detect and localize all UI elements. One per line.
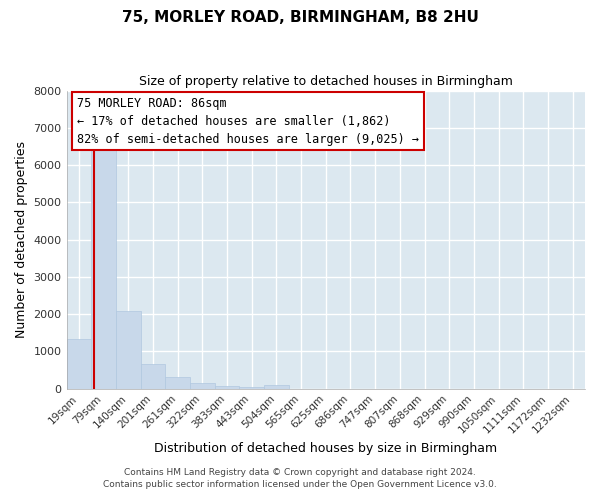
Bar xyxy=(239,386,264,388)
Bar xyxy=(67,340,91,388)
Bar xyxy=(140,364,165,388)
Text: Contains HM Land Registry data © Crown copyright and database right 2024.
Contai: Contains HM Land Registry data © Crown c… xyxy=(103,468,497,489)
Title: Size of property relative to detached houses in Birmingham: Size of property relative to detached ho… xyxy=(139,75,513,88)
Y-axis label: Number of detached properties: Number of detached properties xyxy=(15,141,28,338)
Bar xyxy=(91,142,116,388)
Bar xyxy=(165,378,190,388)
Text: 75, MORLEY ROAD, BIRMINGHAM, B8 2HU: 75, MORLEY ROAD, BIRMINGHAM, B8 2HU xyxy=(122,10,478,25)
Bar xyxy=(116,311,140,388)
Text: 75 MORLEY ROAD: 86sqm
← 17% of detached houses are smaller (1,862)
82% of semi-d: 75 MORLEY ROAD: 86sqm ← 17% of detached … xyxy=(77,96,419,146)
Bar xyxy=(264,386,289,388)
X-axis label: Distribution of detached houses by size in Birmingham: Distribution of detached houses by size … xyxy=(154,442,497,455)
Bar xyxy=(215,386,239,388)
Bar xyxy=(190,383,215,388)
